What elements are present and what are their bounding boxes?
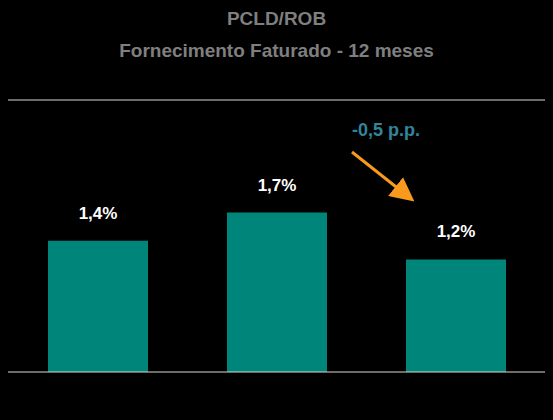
html-text:-0,5 p.p.: -0,5 p.p. [352,120,420,140]
html-text:PCLD/ROB: PCLD/ROB [226,8,327,29]
svg-text:1,4%: 1,4% [79,204,118,223]
html-text:Fornecimento Faturado - 12 mes: Fornecimento Faturado - 12 meses [119,40,434,61]
svg-text:1,2%: 1,2% [437,222,476,241]
svg-text:1,7%: 1,7% [258,176,297,195]
